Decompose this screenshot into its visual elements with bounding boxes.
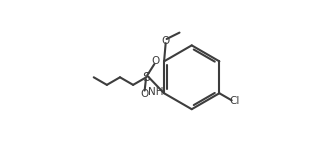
Text: S: S	[142, 71, 150, 84]
Text: O: O	[162, 36, 170, 46]
Text: O: O	[152, 56, 160, 66]
Text: O: O	[141, 89, 149, 99]
Text: Cl: Cl	[229, 96, 240, 106]
Text: NH: NH	[148, 87, 164, 97]
